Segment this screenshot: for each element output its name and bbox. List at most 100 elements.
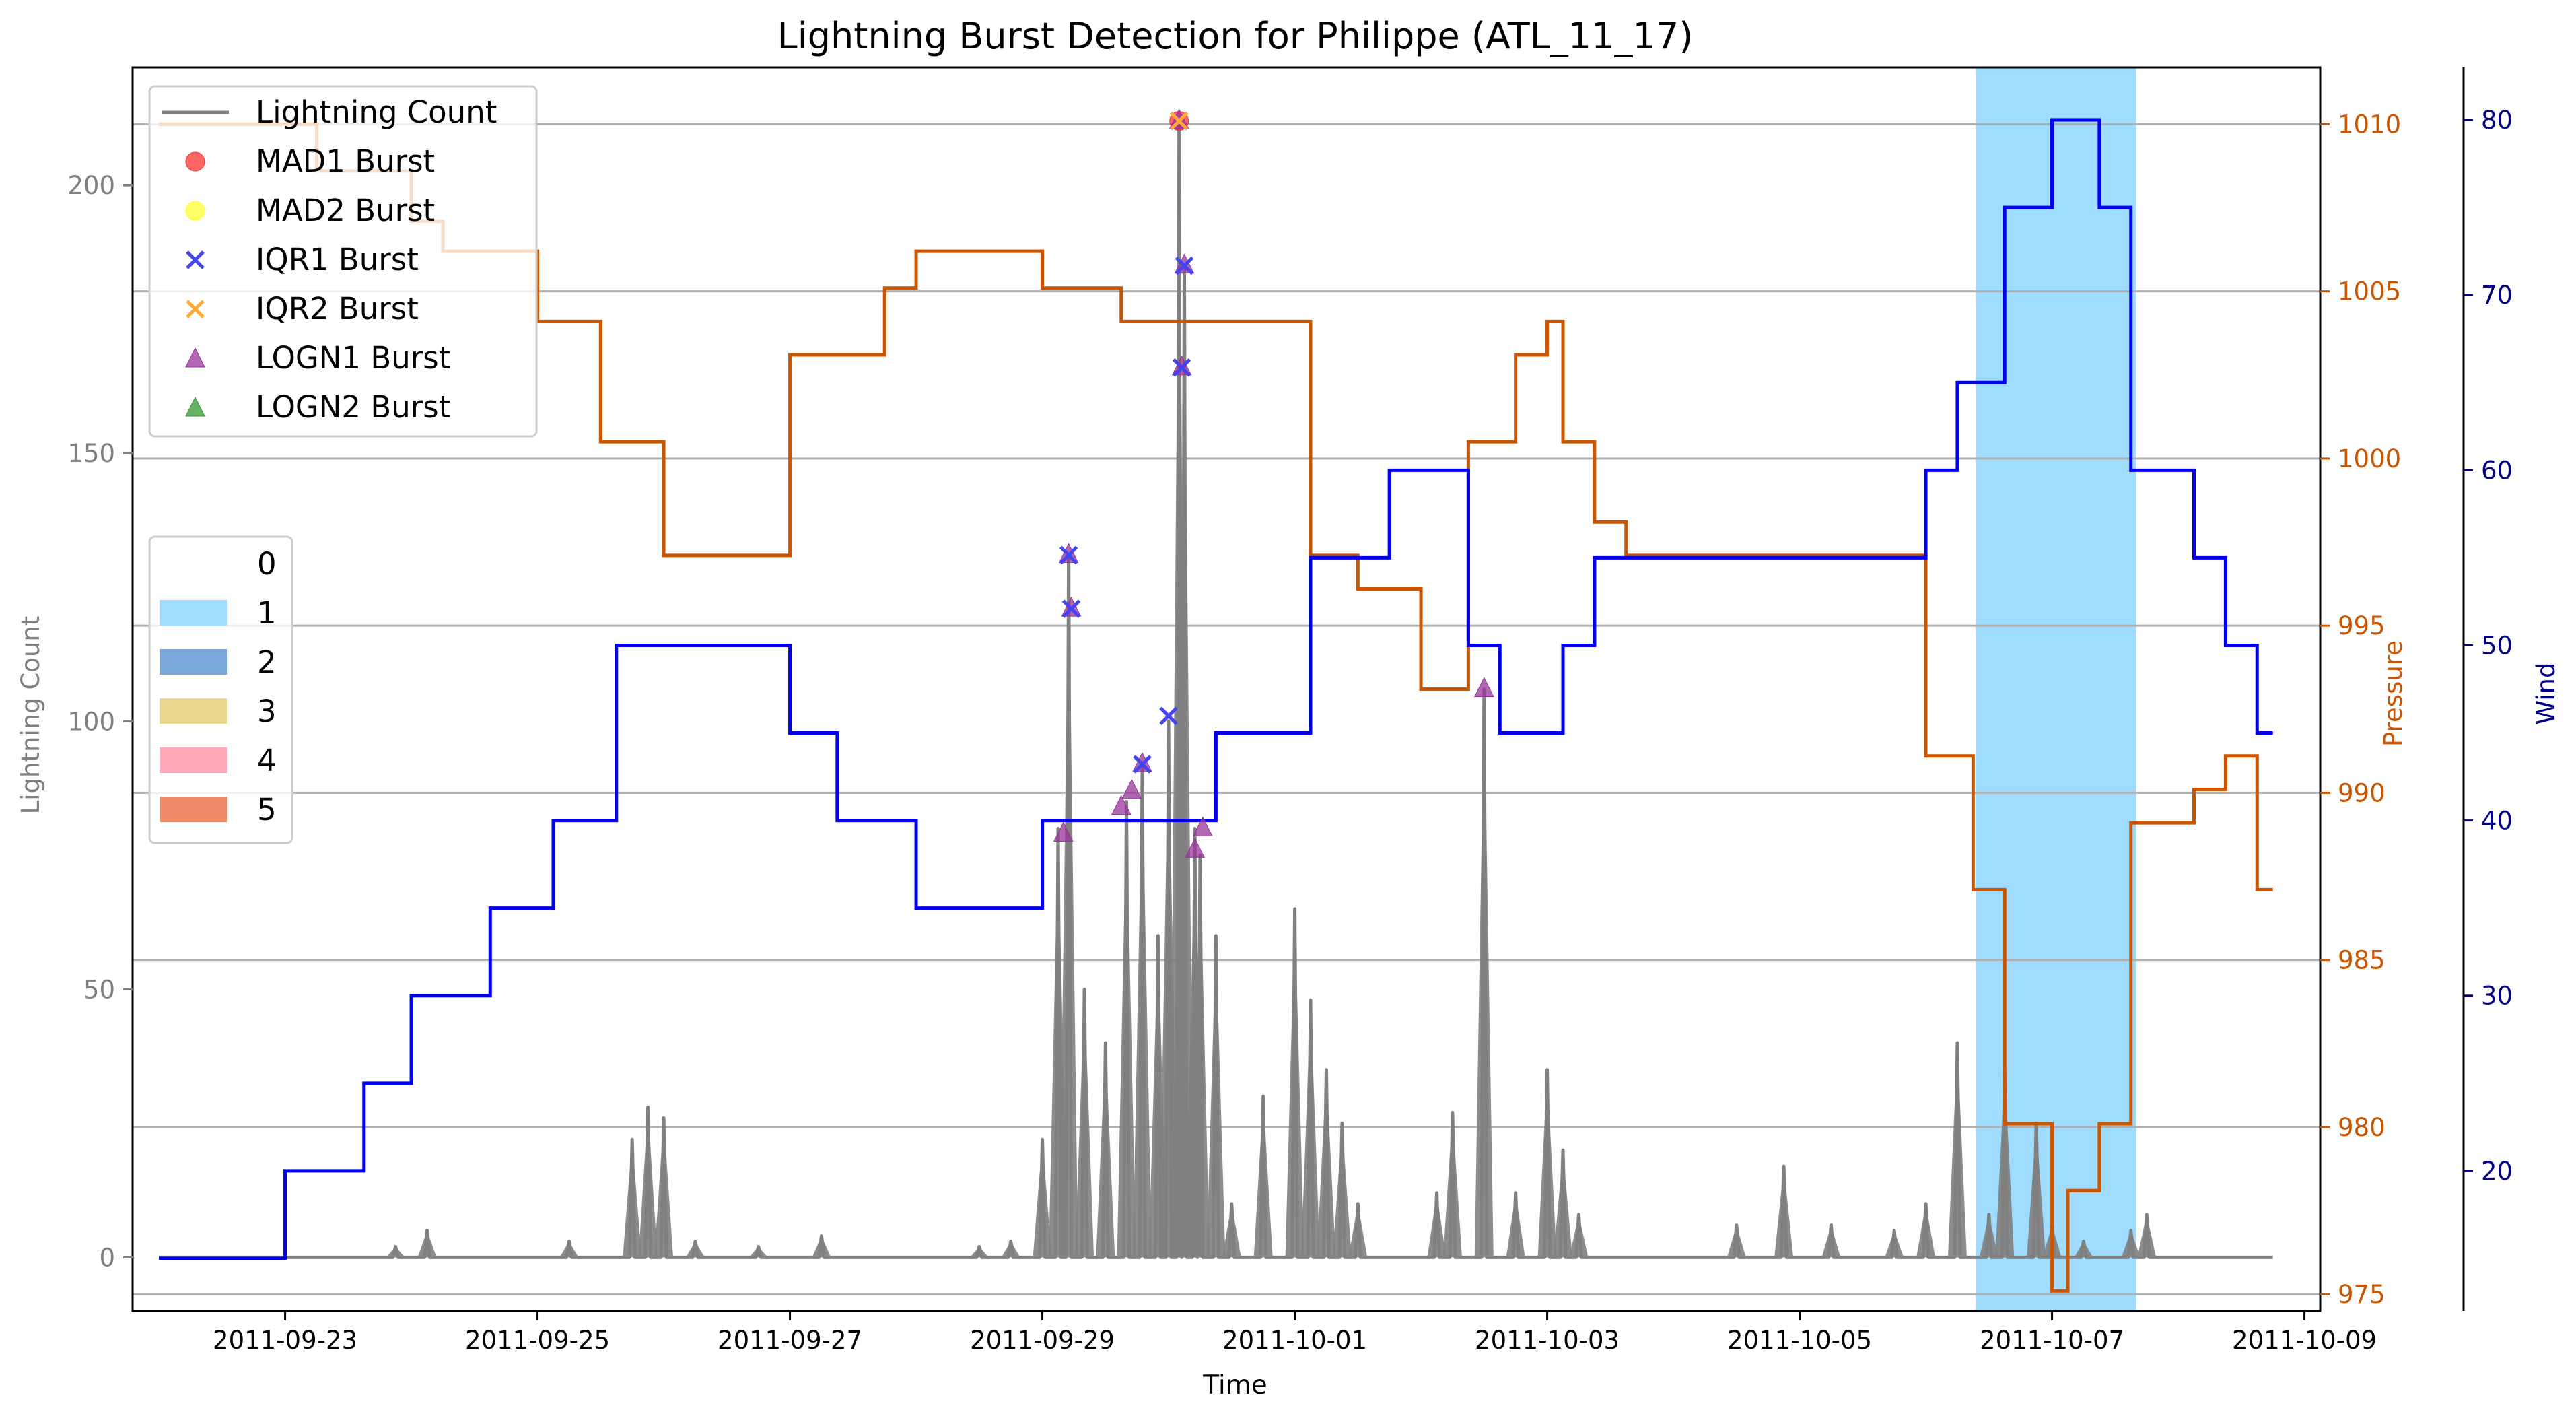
lightning-peak xyxy=(1001,1241,1020,1258)
x-tick-label: 2011-09-25 xyxy=(465,1326,610,1355)
legend-x-icon xyxy=(186,300,205,318)
y-axis-label-wind: Wind xyxy=(2532,663,2561,725)
y-tick-label-lightning: 150 xyxy=(67,439,115,468)
y-tick-label-wind: 50 xyxy=(2481,631,2513,660)
lightning-peak xyxy=(1222,1203,1241,1258)
legend-category-swatch xyxy=(160,698,227,724)
iqr1-burst-marker xyxy=(1175,256,1194,275)
lightning-peak xyxy=(417,1230,437,1258)
x-tick-label: 2011-09-27 xyxy=(718,1326,862,1355)
legend-series-label: LOGN2 Burst xyxy=(256,389,450,425)
lightning-peak xyxy=(1033,1139,1052,1258)
legend-x-icon xyxy=(186,250,205,269)
iqr1-burst-marker xyxy=(1159,706,1178,726)
y-tick-label-pressure: 985 xyxy=(2338,946,2386,975)
pressure-line xyxy=(159,122,2273,1293)
lightning-peak xyxy=(1885,1230,1904,1258)
y-tick-label-lightning: 100 xyxy=(67,707,115,736)
lightning-peak xyxy=(1348,1203,1368,1258)
legend-category-swatch xyxy=(160,649,227,675)
y-tick-label-pressure: 980 xyxy=(2338,1113,2386,1142)
lightning-peak xyxy=(623,1139,642,1258)
logn1-burst-marker xyxy=(1185,838,1205,858)
lightning-series xyxy=(159,125,2273,1259)
lightning-peak xyxy=(1253,1096,1273,1258)
x-tick-label: 2011-10-05 xyxy=(1727,1326,1872,1355)
lightning-peak xyxy=(1554,1150,1572,1258)
legend-series: Lightning Count MAD1 Burst MAD2 Burst IQR1 … xyxy=(148,85,538,438)
legend-series-box xyxy=(148,85,538,438)
lightning-peak xyxy=(1096,1042,1115,1258)
y-axis-label-pressure: Pressure xyxy=(2379,640,2408,747)
legend-series-label: MAD1 Burst xyxy=(256,143,435,179)
lightning-peak xyxy=(638,1107,658,1258)
logn1-burst-marker xyxy=(1053,821,1074,842)
lightning-peak xyxy=(1301,1000,1320,1258)
iqr2-burst-marker xyxy=(1169,111,1189,131)
y-tick-label-lightning: 0 xyxy=(99,1243,115,1272)
lightning-peak xyxy=(2121,1230,2140,1258)
lightning-peak xyxy=(2027,1123,2046,1258)
category-1-span xyxy=(1976,67,2136,1311)
legend-series-label: IQR2 Burst xyxy=(256,291,419,327)
lightning-peak xyxy=(1117,801,1136,1258)
legend-series-label: LOGN1 Burst xyxy=(256,340,450,376)
x-tick-label: 2011-10-09 xyxy=(2232,1326,2377,1355)
legend-triangle-icon xyxy=(185,396,205,417)
chart-title: Lightning Burst Detection for Philippe (… xyxy=(777,15,1694,57)
y-tick-label-pressure: 990 xyxy=(2338,778,2386,807)
logn1-burst-marker xyxy=(1111,795,1132,815)
lightning-peak xyxy=(969,1246,989,1258)
iqr1-burst-marker xyxy=(1059,545,1078,565)
legend-category-swatch xyxy=(160,551,227,576)
x-tick-label: 2011-10-07 xyxy=(1980,1326,2124,1355)
lightning-peak xyxy=(1474,689,1494,1258)
lightning-peak xyxy=(1979,1214,1998,1258)
lightning-peak xyxy=(1059,555,1078,1258)
lightning-peak xyxy=(654,1118,674,1258)
legend-series-label: IQR1 Burst xyxy=(256,242,419,277)
y-tick-label-pressure: 1000 xyxy=(2338,444,2401,473)
y-tick-label-wind: 60 xyxy=(2481,456,2513,485)
lightning-peak xyxy=(749,1246,768,1258)
lightning-peak xyxy=(1727,1225,1746,1258)
wind-line xyxy=(159,118,2273,1260)
lightning-peak xyxy=(1285,908,1304,1258)
logn1-burst-marker xyxy=(1474,677,1494,697)
lightning-peak xyxy=(386,1246,405,1258)
x-tick-label: 2011-09-23 xyxy=(213,1326,357,1355)
legend-circle-icon xyxy=(185,151,205,172)
lightning-peak xyxy=(2074,1241,2093,1258)
legend-category-label: 2 xyxy=(257,644,277,680)
lightning-peak xyxy=(1332,1123,1352,1258)
legend-category-label: 3 xyxy=(257,694,277,729)
iqr1-burst-marker xyxy=(1172,358,1191,377)
y-tick-label-wind: 80 xyxy=(2481,106,2513,135)
lightning-peak xyxy=(1075,989,1094,1258)
y-tick-label-pressure: 1005 xyxy=(2338,277,2401,306)
legend-category-swatch xyxy=(160,747,227,773)
x-tick-label: 2011-09-29 xyxy=(970,1326,1115,1355)
legend-series-label: Lightning Count xyxy=(256,94,497,130)
lightning-peak xyxy=(1190,855,1210,1258)
lightning-peak xyxy=(812,1236,831,1258)
lightning-peak xyxy=(685,1241,705,1258)
legend-categories: 0 1 2 3 4 5 xyxy=(148,535,293,844)
lightning-peak xyxy=(1506,1192,1525,1258)
legend-category-label: 5 xyxy=(257,792,277,828)
lightning-peak xyxy=(1442,1112,1462,1258)
legend-circle-icon xyxy=(185,201,205,221)
y-tick-label-wind: 70 xyxy=(2481,281,2513,310)
y-tick-label-pressure: 995 xyxy=(2338,611,2386,640)
lightning-peak xyxy=(1774,1166,1794,1258)
plot-frame xyxy=(131,66,2322,1312)
y-axis-label-lightning: Lightning Count xyxy=(16,616,45,815)
logn1-burst-marker xyxy=(1193,816,1213,836)
lightning-peak xyxy=(1947,1042,1967,1258)
lightning-peak xyxy=(1427,1192,1447,1258)
lightning-peak xyxy=(1821,1225,1841,1258)
legend-category-label: 4 xyxy=(257,743,277,778)
x-tick-label: 2011-10-03 xyxy=(1475,1326,1620,1355)
lightning-peak xyxy=(1175,265,1194,1258)
